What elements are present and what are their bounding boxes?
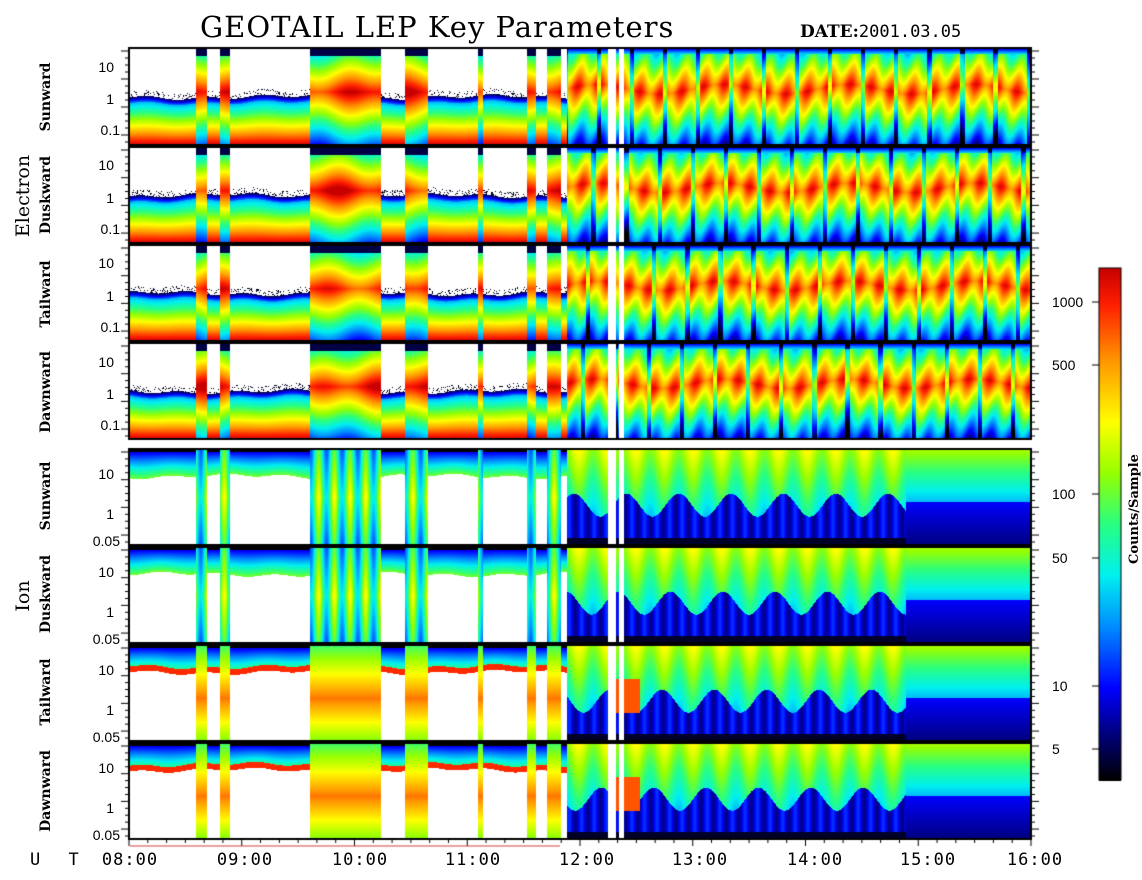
ytick-label: 10 [98, 354, 114, 370]
ytick-label: 0.05 [92, 533, 120, 549]
ytick-label: 10 [98, 157, 114, 173]
ytick-label: 1 [106, 190, 114, 206]
time-axis-label: U T [30, 850, 88, 870]
ytick-label: 0.1 [100, 122, 120, 138]
ytick-label: 0.05 [92, 631, 120, 647]
colorbar-tick-label: 100 [1052, 486, 1076, 502]
date-value: 2001.03.05 [858, 22, 962, 42]
species-label-ion: Ion [12, 580, 34, 612]
colorbar-tick-label: 5 [1052, 741, 1060, 757]
xtick-label: 14:00 [786, 850, 844, 870]
ytick-label: 1 [106, 604, 114, 620]
colorbar-tick-label: 10 [1052, 678, 1068, 694]
ytick-label: 10 [98, 466, 114, 482]
ytick-label: 1 [106, 288, 114, 304]
ytick-label: 10 [98, 564, 114, 580]
colorbar-tick-label: 1000 [1052, 294, 1084, 310]
chart-title: GEOTAIL LEP Key Parameters [200, 10, 675, 44]
xtick-label: 10:00 [331, 850, 389, 870]
xtick-label: 13:00 [671, 850, 729, 870]
ytick-label: 10 [98, 662, 114, 678]
ytick-label: 0.1 [100, 319, 120, 335]
xtick-label: 15:00 [899, 850, 957, 870]
direction-label-ion-tailward: Tailward [38, 658, 54, 726]
ytick-label: 1 [106, 506, 114, 522]
xtick-label: 12:00 [558, 850, 616, 870]
date-prefix: DATE: [800, 22, 859, 42]
direction-label-electron-tailward: Tailward [38, 260, 54, 328]
ytick-label: 1 [106, 386, 114, 402]
ytick-label: 0.1 [100, 417, 120, 433]
ytick-label: 10 [98, 255, 114, 271]
date-label: DATE:2001.03.05 [800, 22, 961, 42]
colorbar-tick-label: 500 [1052, 357, 1076, 373]
ytick-label: 10 [98, 59, 114, 75]
xtick-label: 08:00 [101, 850, 159, 870]
ytick-label: 0.1 [100, 221, 120, 237]
ytick-label: 1 [106, 91, 114, 107]
direction-label-electron-sunward: Sunward [38, 62, 54, 132]
direction-label-electron-dawnward: Dawnward [38, 351, 54, 433]
ytick-label: 1 [106, 800, 114, 816]
direction-label-ion-sunward: Sunward [38, 461, 54, 531]
xtick-label: 16:00 [1006, 850, 1064, 870]
colorbar-tick-label: 50 [1052, 550, 1068, 566]
ytick-label: 1 [106, 702, 114, 718]
species-label-electron: Electron [12, 154, 34, 238]
direction-label-electron-duskward: Duskward [38, 155, 54, 235]
ytick-label: 10 [98, 760, 114, 776]
ytick-label: 0.05 [92, 827, 120, 843]
direction-label-ion-duskward: Duskward [38, 554, 54, 634]
xtick-label: 09:00 [216, 850, 274, 870]
ytick-label: 0.05 [92, 729, 120, 745]
colorbar-label: Counts/Sample [1127, 454, 1142, 564]
xtick-label: 11:00 [444, 850, 502, 870]
direction-label-ion-dawnward: Dawnward [38, 750, 54, 832]
